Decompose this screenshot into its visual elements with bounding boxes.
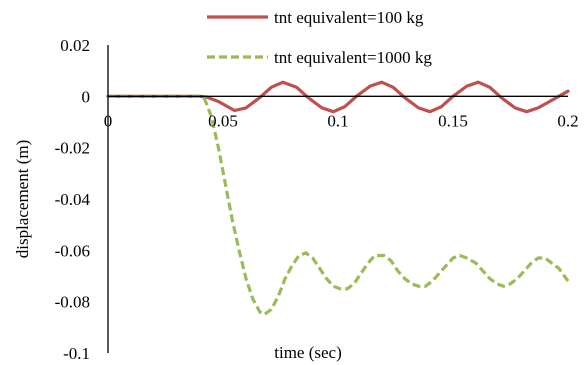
legend: tnt equivalent=100 kg tnt equivalent=100… — [207, 8, 432, 67]
y-tick-label: -0.04 — [55, 190, 91, 209]
x-tick-label: 0.2 — [557, 111, 578, 130]
x-tick-label: 0.1 — [327, 111, 348, 130]
series-line-1000kg — [108, 94, 570, 317]
legend-label-1000kg: tnt equivalent=1000 kg — [274, 48, 432, 67]
x-tick-label: 0.05 — [208, 111, 238, 130]
tick-labels: 0.02 0 -0.02 -0.04 -0.06 -0.08 -0.1 0 0.05 0.1 0.1… — [55, 36, 579, 363]
y-tick-label: -0.02 — [55, 139, 90, 158]
y-tick-label: 0.02 — [60, 36, 90, 55]
legend-label-100kg: tnt equivalent=100 kg — [274, 8, 424, 27]
axes — [107, 45, 568, 353]
series-line-100kg — [106, 80, 570, 114]
y-tick-label: 0 — [82, 87, 91, 106]
y-tick-label: -0.08 — [55, 293, 90, 312]
y-tick-label: -0.1 — [63, 344, 90, 363]
x-tick-label: 0 — [104, 111, 113, 130]
plot-series — [106, 80, 570, 317]
x-axis-title: time (sec) — [274, 343, 342, 362]
y-axis-title: displacement (m) — [13, 140, 32, 259]
y-tick-label: -0.06 — [55, 241, 90, 260]
x-tick-label: 0.15 — [438, 111, 468, 130]
